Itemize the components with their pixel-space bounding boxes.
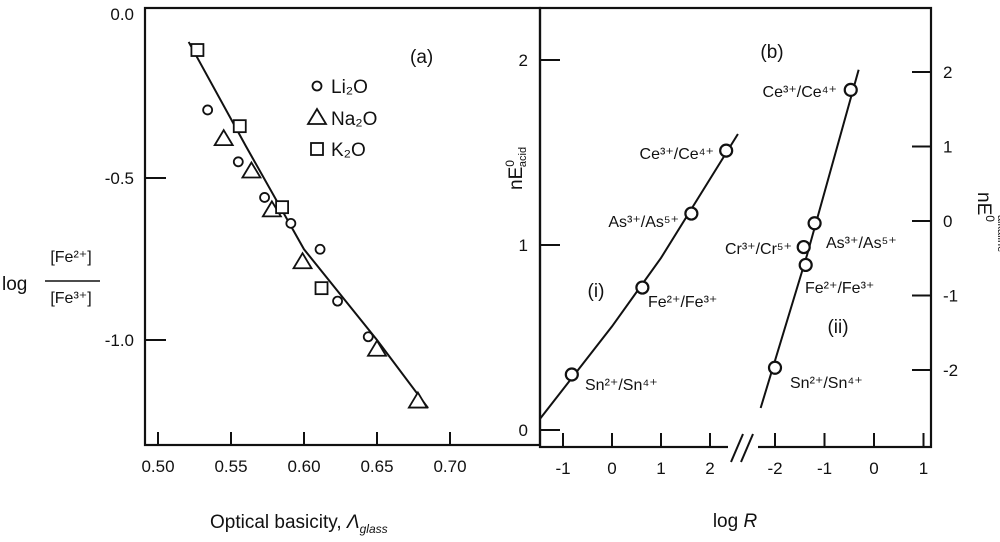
point-label: Fe²⁺/Fe³⁺ <box>648 294 717 311</box>
panel-label-b: (b) <box>760 42 783 63</box>
legend-marker <box>306 107 328 125</box>
data-point <box>719 143 734 158</box>
axis-break-mark <box>740 433 754 463</box>
circle-point-lio <box>332 295 343 307</box>
triangle-point-nao <box>213 128 235 147</box>
triangle-point-nao <box>240 160 263 179</box>
y-tick-label-b-right: 0 <box>943 212 952 231</box>
square-point-ko <box>275 200 290 215</box>
y-axis-title-left: nE0acid <box>503 147 529 190</box>
legend-label: Li₂O <box>331 77 368 98</box>
square-point-ko <box>190 43 205 57</box>
data-point <box>564 367 579 382</box>
point-label: As³⁺/As⁵⁺ <box>608 214 679 231</box>
y-axis-title-part: 0 <box>983 215 997 222</box>
x-tick-label-b-right: -1 <box>817 459 832 478</box>
x-axis-title-subscript: glass <box>360 522 388 536</box>
x-axis-title-part: R <box>743 511 757 532</box>
square-point-ko <box>314 281 329 296</box>
series-label-ii: (ii) <box>827 317 848 338</box>
y-axis-title-part: alkaline <box>995 215 1000 252</box>
x-axis-title-a: Optical basicity, Λglass <box>210 512 388 536</box>
legend-marker <box>310 142 324 156</box>
y-axis-title-part: acid <box>517 147 529 167</box>
y-axis-title-part: nE <box>973 192 994 215</box>
y-axis-title-right: nE0alkaline <box>973 192 1000 252</box>
triangle-point-nao <box>366 338 388 357</box>
point-label: Sn²⁺/Sn⁴⁺ <box>790 375 863 392</box>
x-tick-label-b-left: 0 <box>607 459 616 478</box>
point-label: Sn²⁺/Sn⁴⁺ <box>585 377 658 394</box>
legend-marker <box>311 80 323 92</box>
axis-break-gap <box>728 444 758 452</box>
y-tick-label-b-left: 1 <box>519 236 528 255</box>
circle-point-lio <box>362 331 374 343</box>
x-tick-label-b-left: 2 <box>705 459 714 478</box>
y-tick-label-b-right: 2 <box>943 63 952 82</box>
legend-label: Na₂O <box>331 109 377 130</box>
y-axis-title-part: nE <box>506 167 527 190</box>
x-axis-title-symbol: Λ <box>346 512 360 533</box>
circle-point-lio <box>285 217 297 229</box>
panel-a: 0.50 0.55 0.60 0.65 0.70 0.0 -0.5 -1.0 Li₂O Na₂O K… <box>2 5 542 536</box>
y-axis-title-denominator: [Fe³⁺] <box>50 290 91 307</box>
y-tick-label-b-left: 0 <box>519 421 528 440</box>
series-label-i: (i) <box>588 281 605 302</box>
y-axis-title-log: log <box>2 274 27 295</box>
square-point-ko <box>232 119 247 134</box>
circle-point-lio <box>314 243 326 255</box>
y-tick-label-b-right: 1 <box>943 138 952 157</box>
data-point <box>684 206 699 221</box>
circle-point-lio <box>232 156 244 168</box>
data-point <box>843 82 858 97</box>
x-axis-title-b: log R <box>713 511 758 532</box>
legend-label: K₂O <box>331 140 366 161</box>
panel-b: -1 0 1 2 -2 -1 0 1 0 1 2 2 1 0 -1 -2 Sn²⁺/Sn⁴⁺ Fe²⁺/Fe³⁺ A… <box>503 6 1000 532</box>
x-tick-label-a: 0.65 <box>360 457 393 476</box>
circle-point-lio <box>259 192 270 203</box>
x-tick-label-a: 0.55 <box>214 457 247 476</box>
y-tick-label-a: 0.0 <box>110 5 134 24</box>
x-tick-label-b-right: 1 <box>919 459 928 478</box>
panel-label-a: (a) <box>410 47 433 68</box>
x-tick-label-b-left: -1 <box>555 459 570 478</box>
circle-point-lio <box>202 104 214 116</box>
triangle-point-nao <box>407 390 429 409</box>
x-tick-label-a: 0.70 <box>433 457 466 476</box>
y-tick-label-b-left: 2 <box>519 51 528 70</box>
x-tick-label-b-right: -2 <box>767 459 782 478</box>
y-tick-label-a: -1.0 <box>105 331 134 350</box>
data-point <box>807 216 822 231</box>
point-label: Fe²⁺/Fe³⁺ <box>805 280 874 297</box>
x-axis-title-text: Optical basicity, <box>210 512 347 533</box>
fit-line-a <box>187 41 429 409</box>
point-label: Ce³⁺/Ce⁴⁺ <box>763 84 837 101</box>
axis-break-mark <box>730 433 744 463</box>
y-axis-title-part: 0 <box>503 160 517 167</box>
x-axis-title-part: log <box>713 511 744 532</box>
data-point <box>767 360 783 375</box>
x-tick-label-b-right: 0 <box>869 459 878 478</box>
data-point <box>798 257 813 273</box>
point-label: Ce³⁺/Ce⁴⁺ <box>640 146 714 163</box>
x-tick-label-b-left: 1 <box>656 459 665 478</box>
y-axis-title-numerator: [Fe²⁺] <box>50 249 91 266</box>
y-tick-label-b-right: -2 <box>943 361 958 380</box>
x-tick-label-a: 0.50 <box>141 457 174 476</box>
point-label: As³⁺/As⁵⁺ <box>826 235 897 252</box>
series-line-ii <box>759 69 860 409</box>
data-point <box>796 239 811 255</box>
y-tick-label-a: -0.5 <box>105 169 134 188</box>
y-tick-label-b-right: -1 <box>943 287 958 306</box>
triangle-point-nao <box>291 251 314 270</box>
data-point <box>635 280 650 295</box>
x-tick-label-a: 0.60 <box>287 457 320 476</box>
point-label: Cr³⁺/Cr⁵⁺ <box>725 241 792 258</box>
plot-frame-a <box>143 6 542 447</box>
